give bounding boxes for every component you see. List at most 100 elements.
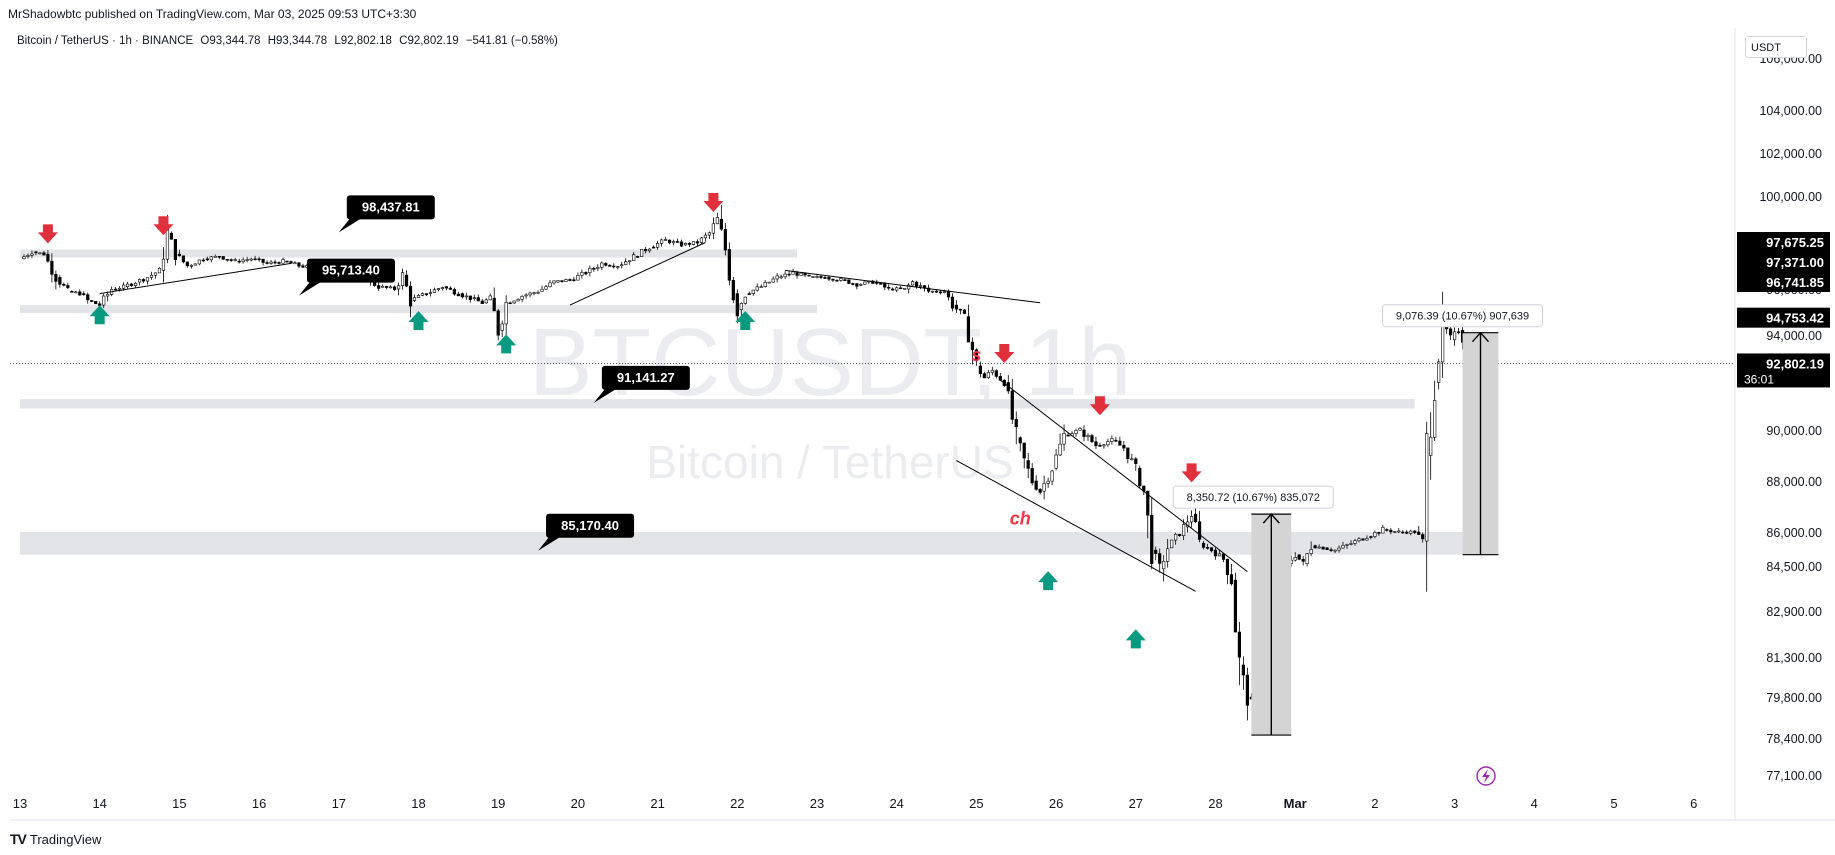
candle-body [26, 255, 30, 257]
candle-body [269, 261, 273, 264]
candle-body [771, 278, 775, 283]
candle-body [141, 279, 146, 282]
support-resistance-zone[interactable] [20, 249, 798, 258]
chart-annotation[interactable]: ch [1010, 508, 1031, 528]
candle-body [169, 232, 174, 240]
candle-body [548, 282, 552, 287]
price-callout-label: 85,170.40 [561, 518, 619, 533]
candle-body [389, 286, 393, 289]
price-tag[interactable] [1737, 232, 1830, 252]
price-tag[interactable] [1737, 252, 1830, 272]
support-resistance-zone[interactable] [20, 532, 1471, 555]
price-tag[interactable] [1737, 307, 1830, 328]
trend-line[interactable] [1000, 379, 1248, 573]
trend-line[interactable] [785, 269, 1041, 304]
candle-body [1237, 631, 1242, 658]
trend-line[interactable] [99, 262, 292, 295]
price-tag-label: 96,741.85 [1766, 275, 1824, 290]
down-arrow-icon[interactable] [703, 192, 724, 212]
footer-brand: TradingView [29, 831, 102, 847]
down-arrow-icon[interactable] [1089, 396, 1110, 416]
candle-body [851, 283, 855, 285]
candle-body [811, 276, 815, 278]
candle-body [950, 296, 955, 309]
price-callout-box[interactable] [601, 365, 690, 390]
up-arrow-icon[interactable] [1038, 571, 1059, 591]
candle-body [189, 264, 193, 267]
candle-body [743, 296, 747, 304]
up-arrow-icon[interactable] [1125, 629, 1146, 649]
trend-line[interactable] [569, 242, 706, 306]
candle-body [1325, 547, 1329, 550]
candle-body [1385, 529, 1389, 531]
time-tick-label: 13 [13, 796, 27, 811]
symbol-name[interactable]: Bitcoin / TetherUS · 1h · BINANCE [17, 35, 194, 47]
up-arrow-icon[interactable] [496, 334, 517, 354]
candle-body [488, 295, 492, 301]
up-arrow-icon[interactable] [89, 305, 110, 325]
candle-body [691, 241, 696, 245]
price-callout-box[interactable] [306, 258, 395, 283]
price-tag[interactable] [1737, 272, 1830, 292]
currency-selector[interactable]: USDT [1745, 36, 1807, 58]
candle-body [1333, 549, 1337, 552]
candle-body [161, 258, 166, 271]
candle-body [1154, 549, 1158, 554]
time-tick-label: 27 [1129, 796, 1143, 811]
candle-body [787, 273, 791, 276]
candle-body [640, 248, 644, 257]
candle-body [1421, 534, 1425, 540]
candle-body [408, 285, 413, 307]
up-arrow-icon[interactable] [735, 311, 756, 331]
price-callout-pointer [338, 217, 363, 233]
up-arrow-icon[interactable] [408, 311, 429, 331]
candle-body [46, 253, 50, 262]
support-resistance-zone[interactable] [20, 305, 817, 314]
candle-body [683, 242, 688, 246]
candle-body [536, 291, 540, 294]
down-arrow-icon[interactable] [37, 224, 58, 244]
candle-body [1078, 428, 1082, 431]
candle-body [524, 294, 528, 297]
candle-body [452, 289, 456, 295]
candle-body [125, 283, 130, 287]
price-callout-label: 98,437.81 [362, 199, 420, 214]
candle-body [153, 272, 158, 276]
price-tick-label: 102,000.00 [1759, 147, 1822, 161]
candle-body [1397, 530, 1401, 533]
lightning-icon[interactable] [1476, 766, 1496, 786]
candle-body [253, 258, 257, 261]
candle-body [1162, 560, 1166, 570]
candle-body [476, 297, 480, 302]
time-tick-label: 26 [1049, 796, 1063, 811]
candle-body [512, 300, 516, 304]
price-tick-label: 77,100.00 [1766, 769, 1822, 783]
down-arrow-icon[interactable] [994, 344, 1015, 363]
price-tag-label: 94,753.42 [1766, 311, 1824, 326]
candle-body [819, 276, 823, 278]
candle-body [843, 279, 847, 282]
price-tag[interactable] [1737, 353, 1830, 388]
candle-body [699, 237, 704, 243]
ohlc-open: O93,344.78 [200, 35, 261, 47]
candle-body [1353, 540, 1357, 544]
support-resistance-zone[interactable] [20, 399, 1415, 409]
candle-body [576, 275, 580, 281]
candle-body [1066, 434, 1070, 437]
trend-line[interactable] [956, 460, 1196, 592]
candle-body [1217, 553, 1222, 557]
candle-body [273, 261, 277, 264]
down-arrow-icon[interactable] [1181, 463, 1202, 483]
price-callout-box[interactable] [546, 513, 635, 538]
candle-body [659, 239, 664, 244]
candle-body [847, 279, 851, 284]
price-callout-box[interactable] [346, 195, 435, 220]
chart-annotation[interactable]: s [971, 345, 981, 365]
candle-body [1022, 442, 1026, 459]
candle-body [173, 238, 178, 260]
measure-label-box [1172, 485, 1334, 509]
candle-body [608, 265, 612, 267]
down-arrow-icon[interactable] [153, 216, 174, 236]
time-tick-label: 5 [1610, 796, 1617, 811]
